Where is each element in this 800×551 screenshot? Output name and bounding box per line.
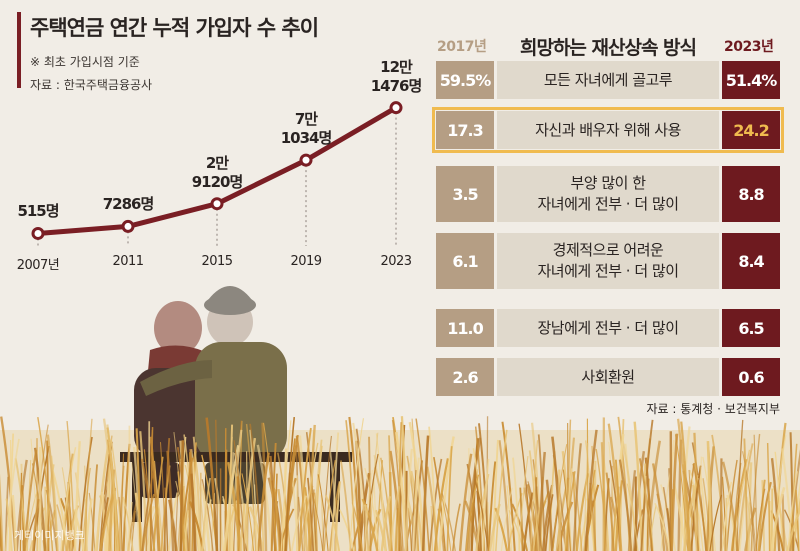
data-point-0 xyxy=(31,226,45,240)
value-label-1: 7286명 xyxy=(83,195,173,214)
x-tick-label-1: 2011 xyxy=(112,254,144,269)
x-tick-label-4: 2023 xyxy=(380,254,412,269)
table-row: 3.5 부양 많이 한 자녀에게 전부 · 더 많이 8.8 xyxy=(436,166,780,222)
row-label: 모든 자녀에게 골고루 xyxy=(497,61,719,99)
x-tick-label-3: 2019 xyxy=(290,254,322,269)
value-2023: 6.5 xyxy=(722,309,780,347)
value-label-line: 1034명 xyxy=(280,129,333,148)
value-label-line: 7만 xyxy=(294,110,318,129)
table-title: 희망하는 재산상속 방식 xyxy=(519,37,697,59)
title-accent-bar xyxy=(17,12,21,88)
value-2023: 0.6 xyxy=(722,358,780,396)
value-label-line: 1476명 xyxy=(370,76,423,95)
value-label-line: 9120명 xyxy=(191,172,244,191)
table-source: 자료 : 통계청 · 보건복지부 xyxy=(646,402,780,416)
value-label-3: 7만 1034명 xyxy=(261,110,351,148)
row-label: 자신과 배우자 위해 사용 xyxy=(497,111,719,149)
value-label-line: 7286명 xyxy=(102,195,155,214)
value-label-line: 2만 xyxy=(205,153,229,172)
value-2017: 2.6 xyxy=(436,358,494,396)
table-row: 2.6 사회환원 0.6 xyxy=(436,358,780,396)
year-2017-header: 2017년 xyxy=(437,39,487,55)
row-label: 장남에게 전부 · 더 많이 xyxy=(497,309,719,347)
table-row: 11.0 장남에게 전부 · 더 많이 6.5 xyxy=(436,309,780,347)
value-label-0: 515명 xyxy=(0,202,83,221)
value-2023: 8.8 xyxy=(722,166,780,222)
value-2023: 24.2 xyxy=(722,111,780,149)
grass-illustration xyxy=(0,416,800,551)
value-2017: 17.3 xyxy=(436,111,494,149)
row-label: 사회환원 xyxy=(497,358,719,396)
row-label: 경제적으로 어려운 자녀에게 전부 · 더 많이 xyxy=(497,233,719,289)
value-label-4: 12만 1476명 xyxy=(351,58,441,96)
line-chart-source: 자료 : 한국주택금융공사 xyxy=(30,78,153,92)
image-credit: 게티이미지뱅크 xyxy=(14,529,85,542)
value-label-line: 12만 xyxy=(380,57,413,76)
value-2023: 51.4% xyxy=(722,61,780,99)
value-label-line: 515명 xyxy=(17,202,59,221)
value-2017: 59.5% xyxy=(436,61,494,99)
data-point-2 xyxy=(210,197,224,211)
data-point-1 xyxy=(121,219,135,233)
row-label: 부양 많이 한 자녀에게 전부 · 더 많이 xyxy=(497,166,719,222)
data-point-3 xyxy=(299,153,313,167)
year-2023-header: 2023년 xyxy=(724,39,774,55)
value-2023: 8.4 xyxy=(722,233,780,289)
line-chart-title: 주택연금 연간 누적 가입자 수 추이 xyxy=(30,16,319,40)
line-chart xyxy=(31,101,403,246)
table-row: 59.5% 모든 자녀에게 골고루 51.4% xyxy=(436,61,780,99)
x-tick-label-0: 2007년 xyxy=(16,258,60,273)
value-2017: 11.0 xyxy=(436,309,494,347)
value-label-2: 2만 9120명 xyxy=(172,154,262,192)
line-chart-note: ※ 최초 가입시점 기준 xyxy=(30,55,140,69)
table-row: 6.1 경제적으로 어려운 자녀에게 전부 · 더 많이 8.4 xyxy=(436,233,780,289)
x-tick-label-2: 2015 xyxy=(201,254,233,269)
value-2017: 6.1 xyxy=(436,233,494,289)
table-row: 17.3 자신과 배우자 위해 사용 24.2 xyxy=(432,107,784,153)
data-point-4 xyxy=(389,101,403,115)
value-2017: 3.5 xyxy=(436,166,494,222)
